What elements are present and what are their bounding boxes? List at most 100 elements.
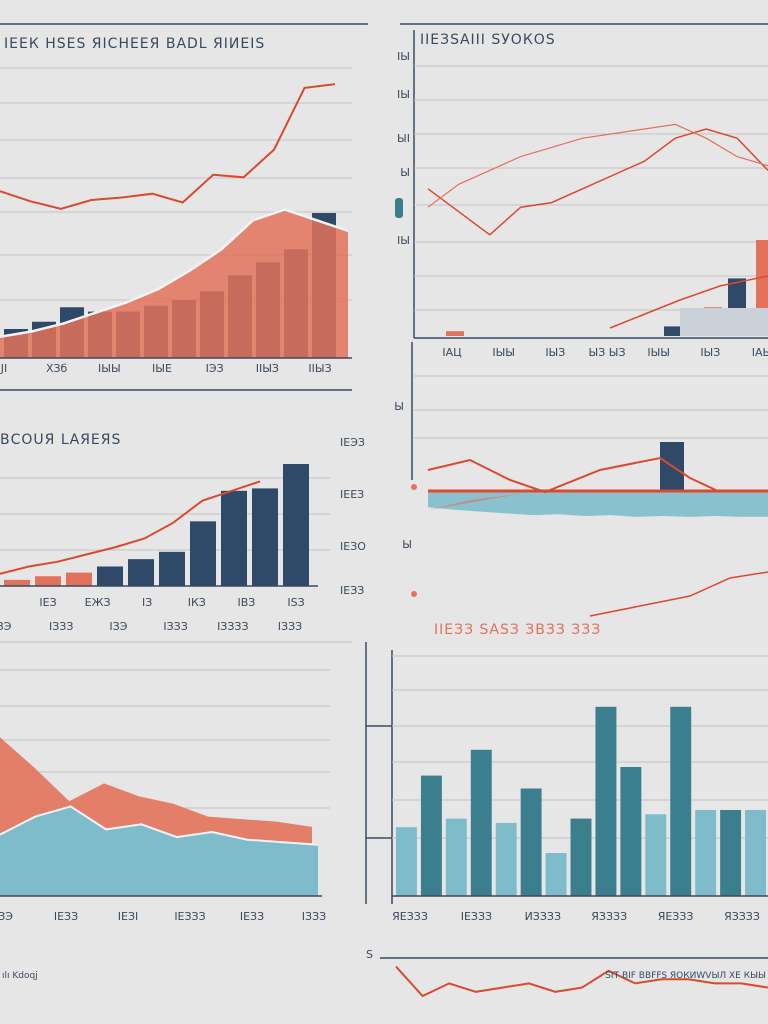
x-tick-label: ІЗЗЗ xyxy=(163,620,187,633)
bar xyxy=(520,788,542,896)
x-tick-label: ІЫЕ xyxy=(152,362,172,375)
line-series xyxy=(427,128,768,236)
y-tick-label: Ы xyxy=(402,538,412,551)
x-tick-label: ІЫЗ xyxy=(545,346,565,359)
bar xyxy=(745,810,766,896)
y-tick-label: ЫІ xyxy=(397,132,410,145)
bar xyxy=(620,767,642,896)
x-tick-label: ЫЗ ЫЗ xyxy=(588,346,625,359)
x-tick-label: ІВЗ xyxy=(237,596,255,609)
line-series xyxy=(395,965,768,998)
x-tick-label: ІЗЗЗ xyxy=(278,620,302,633)
x-tick-label: ЯЕЗЗЗ xyxy=(392,910,428,923)
x-tick-label: ХЗб xyxy=(46,362,68,375)
x-tick-label: ІІЫЗ xyxy=(308,362,331,375)
footer-group: ılı Kdoqj ЅIТ ВIF ВВFFS ЯОКИWVЫЛ ХЕ КЫЫ xyxy=(2,971,766,981)
x-tick-label: ІЭЗ xyxy=(206,362,224,375)
bar xyxy=(664,326,682,336)
x-tick-label: ІЗ xyxy=(142,596,152,609)
bar xyxy=(695,810,717,896)
x-tick-label: ІАЫ xyxy=(752,346,768,359)
area-series xyxy=(428,492,768,517)
bar xyxy=(159,551,185,586)
x-tick-label: ЯЗЗЗЗ xyxy=(724,910,760,923)
bar xyxy=(252,488,278,586)
x-tick-label: ІЕЗІ xyxy=(118,910,139,923)
x-tick-label: ІЗЗЗ xyxy=(49,620,73,633)
x-tick-label: ІЕЗЗ xyxy=(54,910,78,923)
x-tick-label: ІЫЫ xyxy=(492,346,515,359)
bar xyxy=(128,559,154,586)
bar xyxy=(670,706,692,896)
y-tick-label: ІЕЭЗ xyxy=(340,436,365,449)
y-tick-label: ІЕЗО xyxy=(340,540,366,553)
line-series xyxy=(427,123,768,208)
bar xyxy=(545,853,567,896)
x-tick-label: ІЗЗЗЗ xyxy=(217,620,248,633)
footer-right-text: ЅIТ ВIF ВВFFS ЯОКИWVЫЛ ХЕ КЫЫ xyxy=(605,971,766,981)
x-tick-label: ІКЗ xyxy=(188,596,206,609)
x-tick-label: ЯЗЗЗЗ xyxy=(591,910,627,923)
line-series xyxy=(0,480,261,575)
x-tick-label: ІЗЭ xyxy=(0,910,13,923)
chart-title: ІІЕЗЗ ЅАЅЗ ЗВЗЗ ЗЗЗ xyxy=(434,622,601,638)
bar xyxy=(446,331,464,336)
marker xyxy=(411,484,417,490)
chart-title: ВСОUЯ LАЯЕЯЅ xyxy=(0,432,121,448)
bar xyxy=(645,814,667,896)
bar xyxy=(35,576,61,586)
bar xyxy=(190,521,216,586)
line-series xyxy=(589,571,768,617)
footer-left-text: ılı Kdoqj xyxy=(2,971,38,981)
x-tick-label: ІЫЗ xyxy=(700,346,720,359)
y-tick-label: ІЫ xyxy=(397,88,410,101)
y-tick-label: Ы xyxy=(394,400,404,413)
x-tick-label: ІЕЗЗ xyxy=(240,910,264,923)
x-tick-label: ІЕЗЗЗ xyxy=(461,910,492,923)
bar xyxy=(221,490,247,586)
bar xyxy=(470,749,492,896)
bar xyxy=(4,579,30,586)
chart-title: ІІЕЗЅАІІІ ЅУОКОЅ xyxy=(420,32,556,48)
marker xyxy=(411,591,417,597)
x-tick-label: ІЗЗЗ xyxy=(302,910,326,923)
area-accent xyxy=(428,494,520,510)
x-tick-label: ЯЕЗЗЗ xyxy=(658,910,694,923)
bar xyxy=(396,827,417,896)
bar xyxy=(420,775,442,896)
x-tick-label: ІЗЭ xyxy=(109,620,127,633)
legend-marker xyxy=(395,198,403,218)
chart-top-left: IЕЕК НЅЕЅ ЯІСНЕЕЯ ВАDL ЯІИЕІЅ ЈI ХЗб ІЫЫ ІЫЕ… xyxy=(0,23,368,391)
bar xyxy=(570,818,592,896)
line-series xyxy=(427,456,721,494)
area-series xyxy=(0,806,318,896)
x-tick-label: ЈI xyxy=(0,362,7,375)
x-tick-label: ІЅЗ xyxy=(287,596,304,609)
bar xyxy=(720,810,742,896)
chart-bottom-right: ЯЕЗЗЗ ІЕЗЗЗ ИЗЗЗЗ ЯЗЗЗЗ ЯЕЗЗЗ ЯЗЗЗЗ Ѕ xyxy=(365,642,768,998)
bar xyxy=(283,464,309,586)
chart-bottom-left: ІЗЭ ІЕЗЗ ІЕЗІ ІЕЗЗЗ ІЕЗЗ ІЗЗЗ xyxy=(0,641,352,923)
bar xyxy=(97,566,123,586)
bar xyxy=(445,818,467,896)
chart-title: IЕЕК НЅЕЅ ЯІСНЕЕЯ ВАDL ЯІИЕІЅ xyxy=(4,36,265,52)
x-tick-label: ІЕЗ xyxy=(39,596,56,609)
line-series xyxy=(609,275,768,329)
area-edge xyxy=(0,805,319,846)
corner-label: Ѕ xyxy=(366,948,373,961)
x-tick-label: ІАЦ xyxy=(442,346,462,359)
x-tick-label: ЗЭ xyxy=(0,620,12,633)
x-tick-label: ІЫЫ xyxy=(647,346,670,359)
bar xyxy=(66,572,92,586)
line-series xyxy=(0,83,336,210)
bar xyxy=(495,822,517,896)
chart-middle-right: Ы Ы ІІЕЗЗ ЅАЅЗ ЗВЗЗ ЗЗЗ xyxy=(394,342,768,638)
bar xyxy=(595,706,617,896)
bar-base xyxy=(680,308,768,336)
area-edge xyxy=(0,208,349,339)
y-tick-label: ІЫ xyxy=(397,50,410,63)
x-tick-label: ІЫЫ xyxy=(98,362,121,375)
